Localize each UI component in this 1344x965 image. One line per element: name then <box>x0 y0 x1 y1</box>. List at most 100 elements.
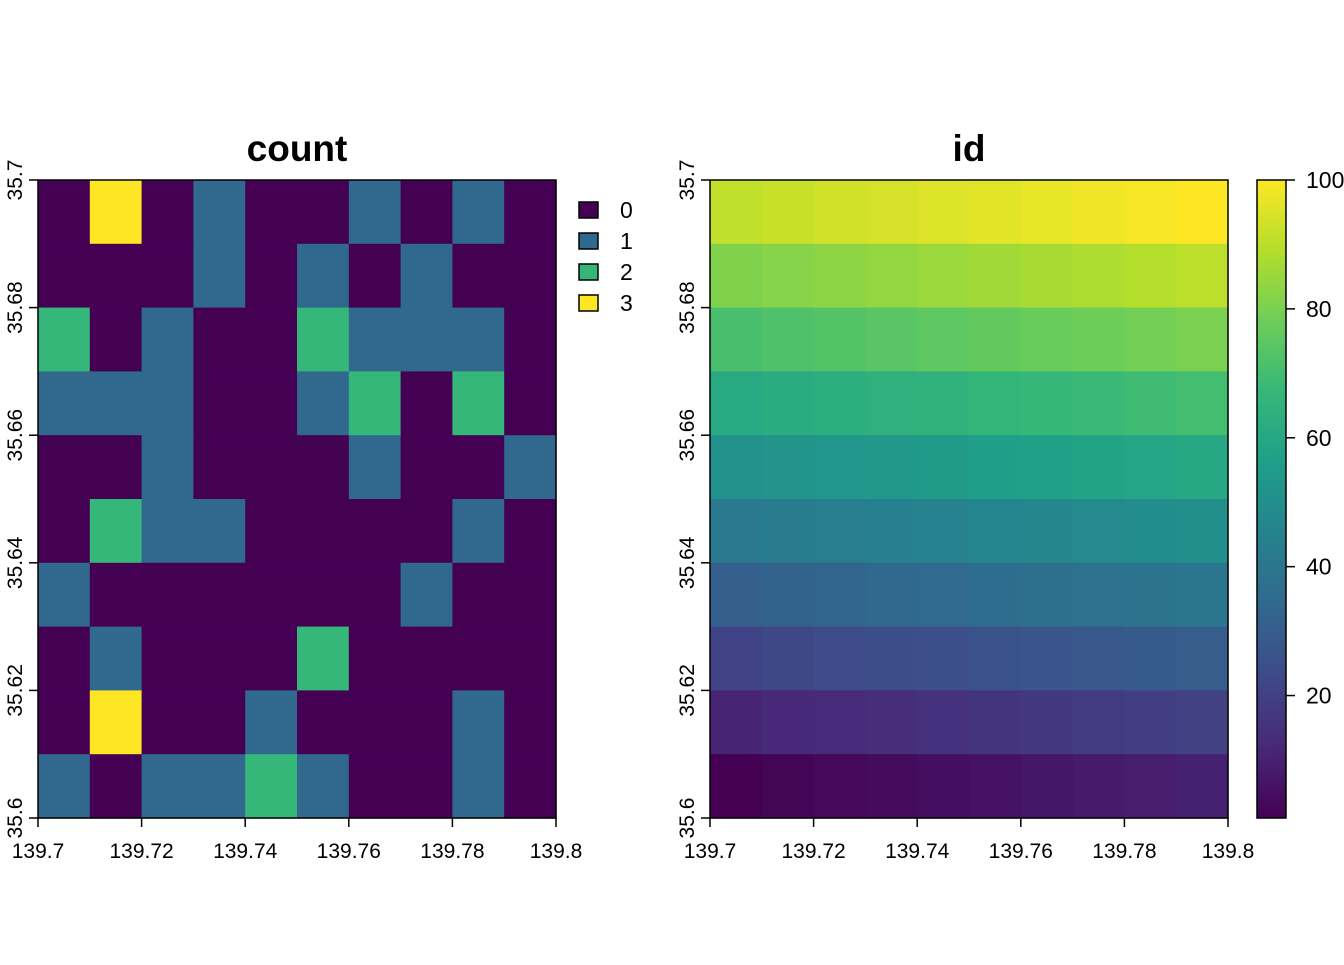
id-cell <box>917 499 970 564</box>
count-cell <box>193 754 246 819</box>
count-cell <box>504 499 557 564</box>
id-cell <box>1124 435 1177 500</box>
1-x-tick-label: 139.74 <box>885 840 950 863</box>
id-cell <box>969 307 1022 372</box>
id-cell <box>1020 754 1074 819</box>
id-cell <box>1176 562 1229 628</box>
id-cell <box>761 626 815 691</box>
0-y-tick-label: 35.66 <box>4 409 27 462</box>
id-raster <box>710 180 1229 819</box>
count-cell <box>297 307 350 372</box>
colorbar-tick-label: 100 <box>1306 167 1344 193</box>
0-x-tick-label: 139.74 <box>213 840 278 863</box>
count-cell <box>297 754 350 819</box>
id-cell <box>865 690 918 755</box>
id-cell <box>1020 690 1074 755</box>
count-cell <box>348 243 402 309</box>
count-cell <box>348 307 402 372</box>
id-cell <box>1020 499 1074 564</box>
count-cell <box>38 307 91 372</box>
id-cell <box>865 562 918 628</box>
count-cell <box>141 435 194 500</box>
count-cell <box>452 499 505 564</box>
id-cell <box>813 307 866 372</box>
legend-label-2: 2 <box>620 259 633 285</box>
id-cell <box>865 435 918 500</box>
count-cell <box>89 243 143 309</box>
0-y-tick-label: 35.6 <box>4 798 27 839</box>
id-cell <box>761 371 815 436</box>
legend-label-0: 0 <box>620 197 633 223</box>
id-cell <box>1124 562 1177 628</box>
count-cell <box>89 754 143 819</box>
count-cell <box>193 307 246 372</box>
id-cell <box>813 499 866 564</box>
id-cell <box>917 754 970 819</box>
count-cell <box>504 243 557 309</box>
count-cell <box>245 626 298 691</box>
count-cell <box>348 371 402 436</box>
count-cell <box>245 562 298 628</box>
id-cell <box>1020 435 1074 500</box>
id-cell <box>813 562 866 628</box>
colorbar-tick-label: 40 <box>1306 554 1332 580</box>
count-cell <box>141 243 194 309</box>
count-cell <box>504 562 557 628</box>
count-cell <box>38 499 91 564</box>
count-cell <box>348 562 402 628</box>
id-cell <box>1124 180 1177 245</box>
id-cell <box>1072 371 1125 436</box>
id-cell <box>1176 435 1229 500</box>
count-cell <box>400 243 453 309</box>
id-plot-frame <box>709 179 1229 819</box>
count-cell <box>297 626 350 691</box>
id-cell <box>761 562 815 628</box>
id-cell <box>710 562 763 628</box>
count-cell <box>504 754 557 819</box>
id-cell <box>710 626 763 691</box>
colorbar-frame <box>1256 179 1287 819</box>
0-y-tick-label: 35.62 <box>4 664 27 717</box>
count-raster <box>38 180 557 819</box>
count-cell <box>38 754 91 819</box>
legend-swatch-3 <box>578 294 599 312</box>
id-cell <box>761 435 815 500</box>
id-cell <box>1020 307 1074 372</box>
count-cell <box>245 243 298 309</box>
count-cell <box>245 307 298 372</box>
id-cell <box>1124 626 1177 691</box>
colorbar-gradient <box>1257 180 1286 818</box>
id-cell <box>969 435 1022 500</box>
count-cell <box>297 499 350 564</box>
count-cell <box>348 754 402 819</box>
id-cell <box>1176 499 1229 564</box>
id-cell <box>865 243 918 309</box>
count-cell <box>348 690 402 755</box>
legend-label-1: 1 <box>620 228 633 254</box>
id-cell <box>865 371 918 436</box>
id-cell <box>917 371 970 436</box>
count-cell <box>297 562 350 628</box>
legend-swatch-0 <box>578 201 599 219</box>
0-x-tick-label: 139.78 <box>420 840 484 863</box>
count-cell <box>400 371 453 436</box>
count-cell <box>400 626 453 691</box>
id-cell <box>1124 371 1177 436</box>
count-cell <box>504 371 557 436</box>
count-cell <box>89 435 143 500</box>
id-cell <box>1020 180 1074 245</box>
id-cell <box>710 499 763 564</box>
count-cell <box>452 562 505 628</box>
count-cell <box>38 626 91 691</box>
count-cell <box>245 435 298 500</box>
id-cell <box>1020 562 1074 628</box>
0-x-tick-label: 139.8 <box>530 840 583 863</box>
count-cell <box>297 180 350 245</box>
id-cell <box>1072 754 1125 819</box>
id-cell <box>969 499 1022 564</box>
count-cell <box>38 690 91 755</box>
count-cell <box>89 626 143 691</box>
count-cell <box>452 243 505 309</box>
count-cell <box>193 562 246 628</box>
1-y-tick-label: 35.62 <box>676 664 699 717</box>
